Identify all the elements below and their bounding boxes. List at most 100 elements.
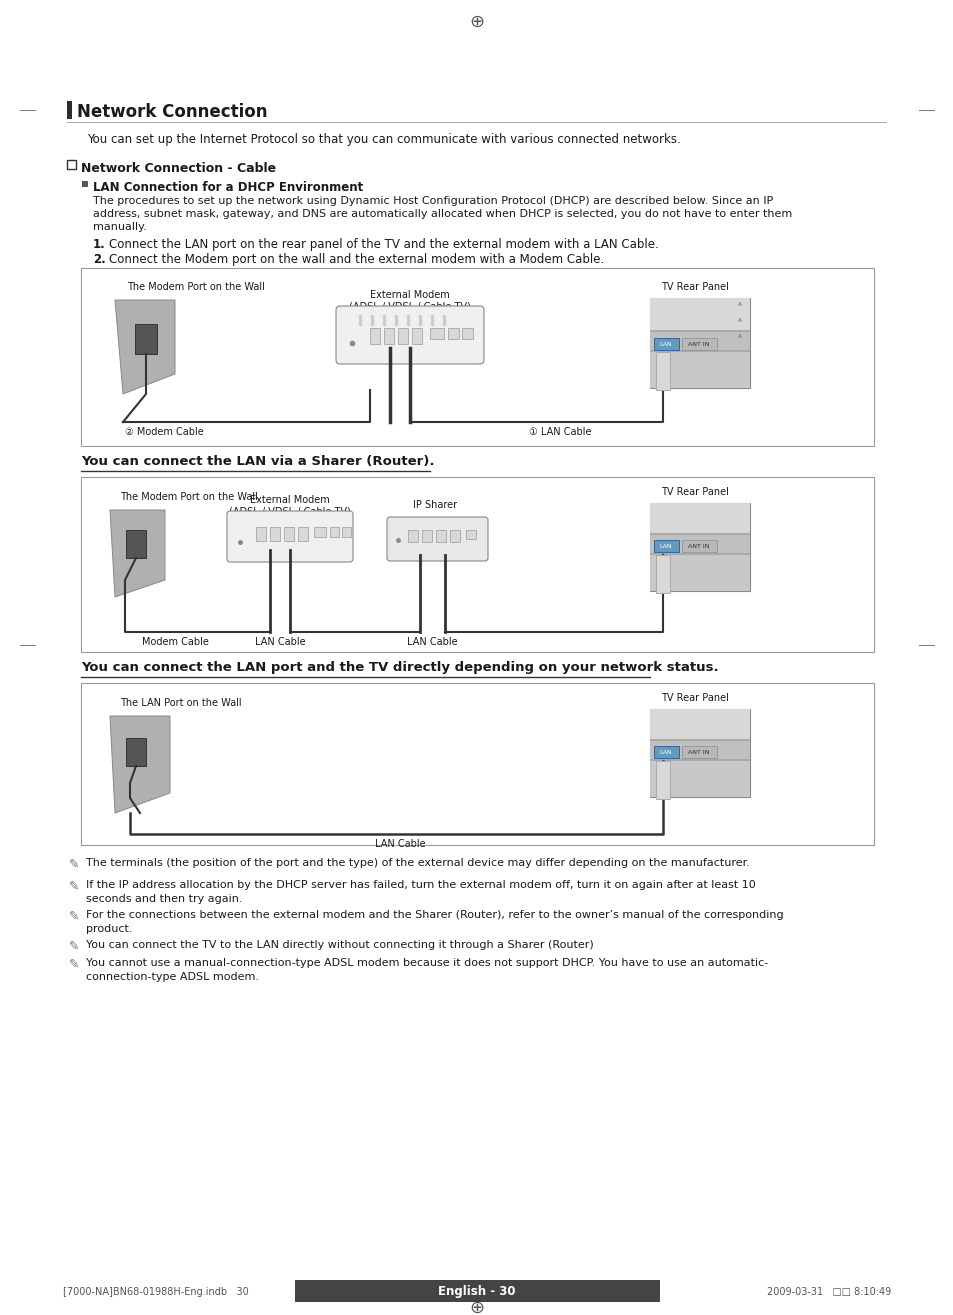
Text: The Modem Port on the Wall: The Modem Port on the Wall	[120, 492, 257, 502]
Bar	[81, 268, 873, 446]
FancyBboxPatch shape	[227, 512, 353, 562]
Bar	[81, 682, 873, 846]
Text: (ADSL / VDSL / Cable TV): (ADSL / VDSL / Cable TV)	[349, 301, 471, 312]
Bar	[654, 338, 679, 350]
Bar	[649, 709, 749, 739]
Bar	[126, 738, 146, 767]
Text: English - 30: English - 30	[437, 1285, 516, 1298]
Bar	[341, 527, 351, 537]
Bar	[384, 327, 394, 345]
Text: TV Rear Panel: TV Rear Panel	[660, 693, 728, 704]
Text: The LAN Port on the Wall: The LAN Port on the Wall	[120, 698, 241, 707]
Text: ① LAN Cable: ① LAN Cable	[528, 427, 591, 437]
Text: TV Rear Panel: TV Rear Panel	[660, 281, 728, 292]
Text: LAN Cable: LAN Cable	[375, 839, 425, 849]
Bar	[82, 181, 88, 187]
Text: External Modem: External Modem	[370, 291, 450, 300]
Bar	[126, 530, 146, 558]
Bar	[330, 527, 338, 537]
Bar	[461, 327, 473, 339]
FancyBboxPatch shape	[335, 306, 483, 364]
Bar	[649, 352, 749, 388]
Bar	[450, 530, 459, 542]
Bar	[649, 740, 749, 759]
Text: Network Connection: Network Connection	[77, 103, 267, 121]
Text: ✎: ✎	[69, 940, 79, 953]
Text: You can connect the LAN via a Sharer (Router).: You can connect the LAN via a Sharer (Ro…	[81, 455, 434, 468]
Text: LAN: LAN	[659, 543, 672, 548]
Bar	[397, 327, 408, 345]
Text: connection-type ADSL modem.: connection-type ADSL modem.	[86, 972, 258, 981]
Bar	[656, 761, 669, 800]
Text: LAN Connection for a DHCP Environment: LAN Connection for a DHCP Environment	[92, 181, 363, 195]
Text: LAN Cable: LAN Cable	[406, 636, 456, 647]
Bar	[649, 299, 749, 330]
Text: seconds and then try again.: seconds and then try again.	[86, 893, 242, 903]
Text: ✎: ✎	[69, 880, 79, 893]
Text: ✎: ✎	[69, 959, 79, 970]
Text: 2009-03-31   □□ 8:10:49: 2009-03-31 □□ 8:10:49	[766, 1287, 890, 1297]
Polygon shape	[115, 300, 174, 394]
Text: The Modem Port on the Wall: The Modem Port on the Wall	[127, 281, 265, 292]
Bar	[656, 555, 669, 593]
Text: ✎: ✎	[69, 910, 79, 923]
Bar	[297, 527, 308, 540]
Text: IP Sharer: IP Sharer	[413, 500, 456, 510]
Bar	[135, 323, 157, 354]
Text: Connect the LAN port on the rear panel of the TV and the external modem with a L: Connect the LAN port on the rear panel o…	[109, 238, 659, 251]
Bar	[430, 327, 443, 339]
Text: ANT IN: ANT IN	[687, 342, 709, 346]
Text: External Modem: External Modem	[250, 494, 330, 505]
Bar	[67, 160, 76, 170]
Bar	[649, 350, 749, 352]
Text: For the connections between the external modem and the Sharer (Router), refer to: For the connections between the external…	[86, 910, 782, 920]
Text: ✎: ✎	[69, 857, 79, 871]
Text: A: A	[738, 334, 741, 338]
Text: You can connect the TV to the LAN directly without connecting it through a Share: You can connect the TV to the LAN direct…	[86, 940, 593, 949]
Text: address, subnet mask, gateway, and DNS are automatically allocated when DHCP is : address, subnet mask, gateway, and DNS a…	[92, 209, 791, 220]
Bar	[436, 530, 446, 542]
Bar	[681, 540, 717, 552]
Bar	[314, 527, 326, 537]
Bar	[649, 739, 749, 740]
Polygon shape	[110, 510, 165, 597]
FancyBboxPatch shape	[387, 517, 488, 562]
Bar	[412, 327, 421, 345]
Bar	[649, 759, 749, 761]
Bar	[284, 527, 294, 540]
Text: manually.: manually.	[92, 222, 147, 231]
Text: Connect the Modem port on the wall and the external modem with a Modem Cable.: Connect the Modem port on the wall and t…	[109, 252, 603, 266]
Text: TV Rear Panel: TV Rear Panel	[660, 487, 728, 497]
Text: If the IP address allocation by the DHCP server has failed, turn the external mo: If the IP address allocation by the DHCP…	[86, 880, 755, 890]
Bar	[649, 761, 749, 797]
Text: [7000-NA]BN68-01988H-Eng.indb   30: [7000-NA]BN68-01988H-Eng.indb 30	[63, 1287, 249, 1297]
Text: ② Modem Cable: ② Modem Cable	[125, 427, 204, 437]
Text: Modem Cable: Modem Cable	[141, 636, 208, 647]
Text: You can connect the LAN port and the TV directly depending on your network statu: You can connect the LAN port and the TV …	[81, 661, 718, 675]
Bar	[421, 530, 432, 542]
Bar	[654, 746, 679, 757]
Bar	[408, 530, 417, 542]
Bar	[649, 331, 749, 350]
Bar	[448, 327, 458, 339]
Bar	[649, 709, 749, 797]
Text: 2.: 2.	[92, 252, 106, 266]
Polygon shape	[110, 715, 170, 813]
Text: LAN: LAN	[659, 342, 672, 346]
Text: ⊕: ⊕	[469, 1299, 484, 1315]
Text: The procedures to set up the network using Dynamic Host Configuration Protocol (: The procedures to set up the network usi…	[92, 196, 773, 206]
Bar	[656, 352, 669, 391]
Bar	[465, 530, 476, 539]
Bar	[654, 540, 679, 552]
Text: A: A	[738, 301, 741, 306]
Bar	[649, 504, 749, 590]
Text: 1.: 1.	[92, 238, 106, 251]
Text: ANT IN: ANT IN	[687, 543, 709, 548]
Text: LAN Cable: LAN Cable	[254, 636, 305, 647]
Bar	[649, 504, 749, 533]
Bar	[649, 533, 749, 535]
Text: (ADSL / VDSL / Cable TV): (ADSL / VDSL / Cable TV)	[229, 506, 351, 515]
Bar	[255, 527, 266, 540]
Text: ⊕: ⊕	[469, 13, 484, 32]
Bar	[294, 1279, 659, 1302]
